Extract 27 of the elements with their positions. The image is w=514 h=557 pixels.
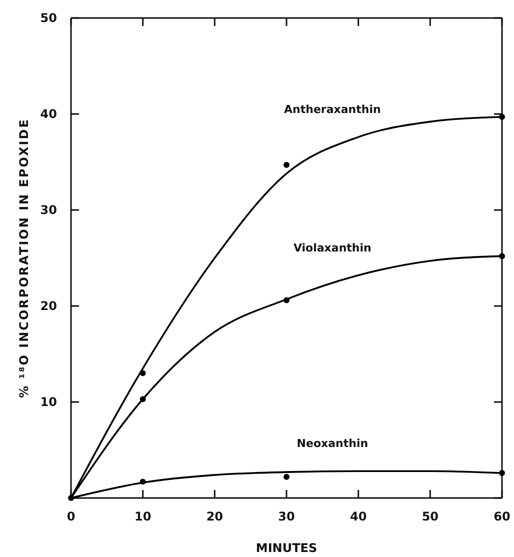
point bbox=[284, 474, 290, 480]
point bbox=[499, 470, 505, 476]
y-axis-title: % ¹⁸O INCORPORATION IN EPOXIDE bbox=[17, 118, 31, 398]
point bbox=[284, 297, 290, 304]
y-tick-label: 20 bbox=[40, 298, 57, 313]
point bbox=[140, 370, 146, 376]
y-tick-label: 50 bbox=[40, 10, 57, 25]
y-tick-label: 40 bbox=[40, 106, 57, 121]
y-tick-label: 30 bbox=[40, 202, 57, 217]
series-label: Neoxanthin bbox=[296, 437, 368, 450]
point bbox=[499, 114, 505, 120]
series-label: Violaxanthin bbox=[293, 241, 372, 254]
point bbox=[499, 253, 505, 260]
point bbox=[140, 478, 146, 485]
point bbox=[68, 495, 74, 501]
x-tick-label: 0 bbox=[66, 510, 76, 524]
x-axis-title: MINUTES bbox=[256, 541, 318, 555]
x-tick-label: 40 bbox=[350, 510, 367, 524]
x-tick-label: 60 bbox=[494, 510, 510, 524]
x-tick-label: 30 bbox=[278, 510, 295, 524]
point bbox=[284, 162, 290, 168]
series-label: Antheraxanthin bbox=[284, 103, 381, 116]
x-tick-label: 50 bbox=[422, 510, 439, 524]
point bbox=[140, 396, 146, 402]
x-tick-label: 10 bbox=[134, 510, 152, 524]
y-tick-label: 10 bbox=[40, 394, 57, 409]
x-tick-label: 20 bbox=[206, 510, 224, 524]
